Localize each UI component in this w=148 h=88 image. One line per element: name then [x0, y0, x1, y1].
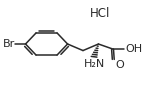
Text: Br: Br	[2, 39, 15, 49]
Text: OH: OH	[125, 44, 142, 54]
Text: H₂N: H₂N	[84, 59, 105, 69]
Text: HCl: HCl	[90, 7, 110, 20]
Text: O: O	[115, 60, 124, 70]
